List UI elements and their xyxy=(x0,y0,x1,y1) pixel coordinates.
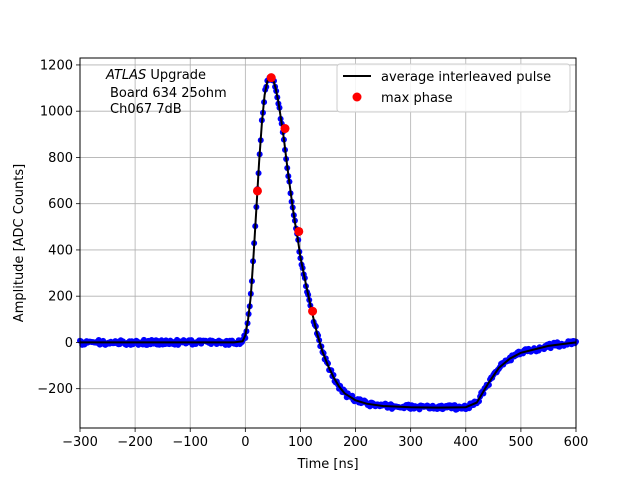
legend-box xyxy=(336,63,571,113)
series-max-phase xyxy=(252,73,318,316)
max-phase-point xyxy=(308,306,318,316)
x-axis-label: Time [ns] xyxy=(296,457,358,472)
x-tick-label: −300 xyxy=(62,435,98,450)
y-tick-label: 1000 xyxy=(40,105,73,120)
x-tick-label: −100 xyxy=(172,435,208,450)
annotation-line-3: Ch067 7dB xyxy=(110,102,182,117)
y-tick-label: 400 xyxy=(48,243,73,258)
x-tick-label: 400 xyxy=(453,435,478,450)
legend-label-average-pulse: average interleaved pulse xyxy=(381,70,551,85)
annotation-line-1: ATLAS Upgrade xyxy=(105,68,206,83)
x-tick-label: 600 xyxy=(564,435,589,450)
x-tick-label: 0 xyxy=(241,435,249,450)
legend: average interleaved pulse max phase xyxy=(336,63,571,113)
y-tick-label: 600 xyxy=(48,197,73,212)
legend-label-max-phase: max phase xyxy=(381,91,453,106)
max-phase-point xyxy=(294,226,304,236)
y-tick-label: 800 xyxy=(48,151,73,166)
x-axis-ticks: −300 −200 −100 0 100 200 300 400 500 600 xyxy=(62,428,588,450)
legend-marker-max-phase xyxy=(352,92,362,102)
max-phase-point xyxy=(252,186,262,196)
max-phase-point xyxy=(280,124,290,134)
y-axis-label: Amplitude [ADC Counts] xyxy=(12,164,27,322)
max-phase-point xyxy=(266,73,276,83)
x-tick-label: 500 xyxy=(508,435,533,450)
y-tick-label: 200 xyxy=(48,290,73,305)
x-tick-label: 100 xyxy=(288,435,313,450)
plot-frame xyxy=(79,57,577,429)
x-tick-label: −200 xyxy=(117,435,153,450)
y-tick-label: −200 xyxy=(37,382,73,397)
y-tick-label: 1200 xyxy=(40,58,73,73)
y-axis-ticks: −200 0 200 400 600 800 1000 1200 xyxy=(37,58,80,397)
x-tick-label: 300 xyxy=(398,435,423,450)
y-tick-label: 0 xyxy=(65,336,73,351)
annotation-line-2: Board 634 25ohm xyxy=(110,86,227,101)
annotation: ATLAS Upgrade Board 634 25ohm Ch067 7dB xyxy=(105,68,227,117)
x-tick-label: 200 xyxy=(343,435,368,450)
